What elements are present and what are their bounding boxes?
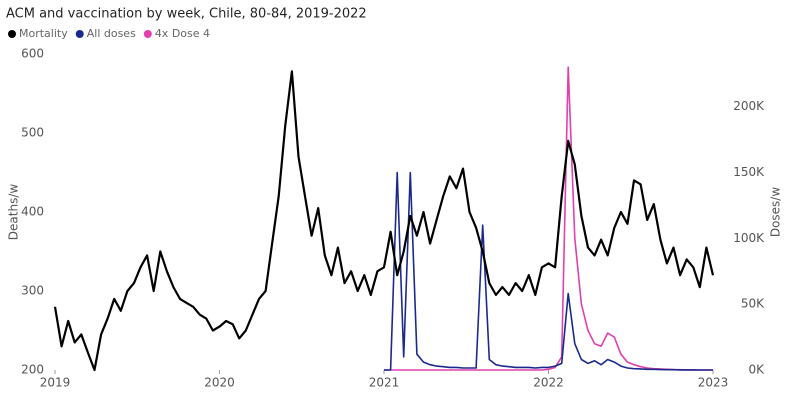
y2-axis-title: Doses/w <box>769 187 783 238</box>
legend-marker <box>75 30 84 38</box>
x-tick-label: 2023 <box>698 376 729 390</box>
legend-item[interactable]: All doses <box>75 27 136 40</box>
y-tick-label: 300 <box>21 284 44 298</box>
data-line <box>53 70 715 372</box>
legend-marker <box>8 30 16 38</box>
data-line <box>384 171 713 371</box>
y-tick-label: 600 <box>21 47 44 61</box>
legend-item[interactable]: 4x Dose 4 <box>143 27 210 40</box>
x-tick-label: 2019 <box>40 376 71 390</box>
y2-tick-label: 100K <box>733 231 765 245</box>
legend-marker <box>143 30 152 38</box>
x-tick-label: 2021 <box>369 376 400 390</box>
data-line <box>384 66 713 371</box>
legend-label: Mortality <box>19 27 68 40</box>
x-tick-label: 2022 <box>533 376 564 390</box>
legend-label: All doses <box>87 27 136 40</box>
legend-label: 4x Dose 4 <box>155 27 210 40</box>
y2-tick-label: 50K <box>741 297 765 311</box>
y-tick-label: 400 <box>21 205 44 219</box>
y-tick-label: 500 <box>21 126 44 140</box>
y2-tick-label: 200K <box>733 99 765 113</box>
y-tick-label: 200 <box>21 363 44 377</box>
chart-title: ACM and vaccination by week, Chile, 80-8… <box>6 7 367 22</box>
legend: Mortality All doses 4x Dose 4 <box>8 27 210 40</box>
y2-tick-label: 150K <box>733 165 765 179</box>
y-axis-title: Deaths/w <box>7 184 21 241</box>
legend-item[interactable]: Mortality <box>8 27 68 40</box>
x-tick-label: 2020 <box>204 376 235 390</box>
y2-tick-label: 0K <box>748 363 765 377</box>
